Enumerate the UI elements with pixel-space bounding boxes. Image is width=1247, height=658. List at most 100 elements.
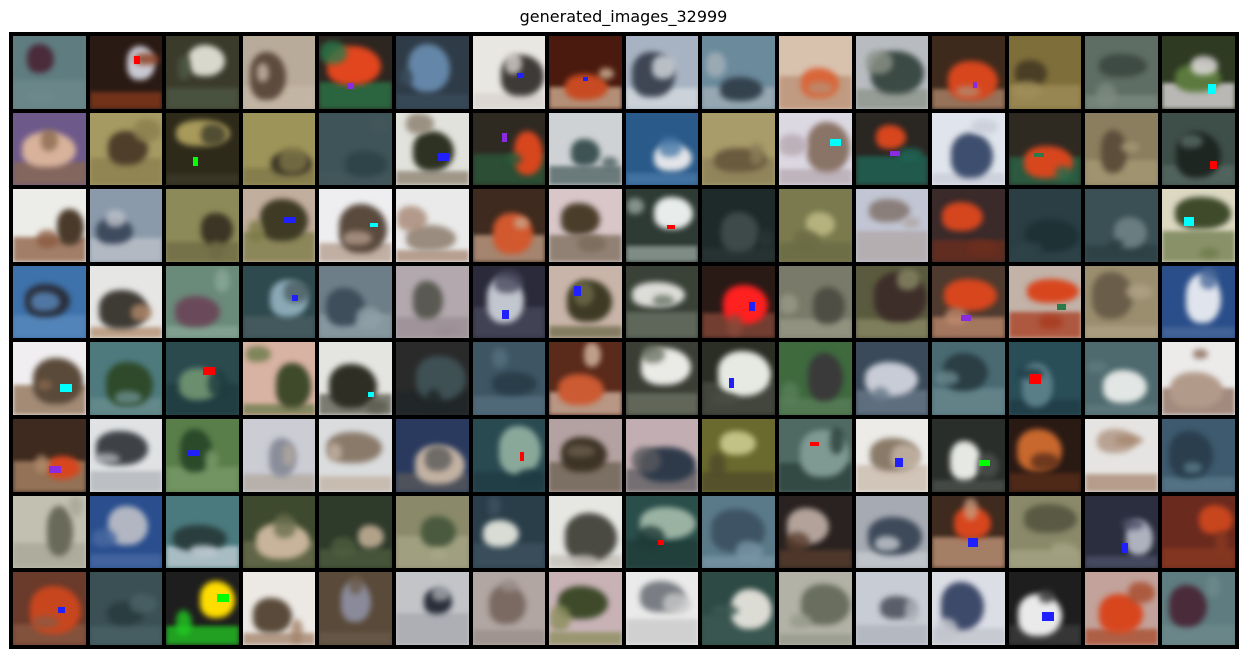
generated-image-tile — [319, 265, 392, 339]
tile-color-spot — [134, 56, 141, 65]
tile-blob-secondary — [658, 137, 682, 158]
tile-color-spot — [292, 294, 298, 302]
tile-blob — [653, 196, 693, 229]
generated-image-tile — [242, 342, 316, 415]
generated-image-tile — [472, 495, 546, 569]
tile-blob — [276, 362, 311, 409]
tile-blob-secondary — [642, 345, 665, 364]
tile-blob-secondary — [829, 428, 844, 454]
generated-image-tile — [625, 572, 699, 645]
tile-blob — [807, 353, 843, 401]
tile-blob — [719, 77, 763, 102]
tile-blob-secondary — [175, 610, 193, 637]
tile-color-spot — [889, 150, 901, 156]
tile-color-spot — [978, 459, 990, 466]
tile-blob-secondary — [105, 210, 126, 227]
generated-image-tile — [13, 342, 86, 415]
tile-blob-secondary — [205, 450, 218, 471]
generated-image-tile — [89, 112, 163, 186]
tile-blob — [564, 512, 618, 561]
tile-blob — [1103, 370, 1148, 404]
tile-band — [625, 619, 699, 645]
generated-image-tile — [13, 495, 86, 569]
generated-image-tile — [319, 572, 392, 645]
tile-color-spot — [502, 309, 509, 319]
generated-image-tile — [395, 342, 469, 415]
tile-band — [166, 241, 239, 262]
tile-blob — [719, 430, 756, 455]
tile-blob-secondary — [1179, 133, 1203, 148]
generated-image-tile — [778, 572, 852, 645]
tile-band — [1085, 628, 1158, 645]
tile-band — [855, 156, 929, 186]
tile-color-spot — [1183, 216, 1195, 226]
tile-blob-secondary — [328, 443, 343, 461]
tile-band — [1008, 550, 1082, 569]
tile-blob-secondary — [1200, 247, 1220, 258]
tile-band — [855, 89, 929, 109]
tile-color-spot — [187, 450, 199, 456]
tile-band — [242, 473, 316, 492]
generated-image-tile — [89, 572, 163, 645]
generated-image-tile — [702, 495, 775, 569]
tile-color-spot — [282, 217, 295, 223]
tile-color-spot — [809, 441, 820, 447]
tile-blob — [253, 597, 292, 634]
tile-blob-secondary — [1039, 314, 1063, 330]
tile-blob-secondary — [652, 55, 677, 79]
tile-band — [625, 392, 699, 415]
tile-blob — [420, 515, 457, 547]
generated-image-tile — [472, 36, 546, 109]
tile-blob-secondary — [178, 55, 191, 81]
tile-blob — [950, 440, 981, 480]
tile-blob — [1098, 53, 1148, 78]
tile-color-spot — [59, 383, 72, 393]
generated-image-tile — [166, 112, 239, 186]
tile-band — [1161, 548, 1235, 569]
generated-image-tile — [472, 189, 546, 262]
tile-blob — [357, 524, 385, 548]
tile-blob-secondary — [865, 49, 894, 75]
tile-blob-secondary — [210, 241, 225, 260]
tile-blob-secondary — [1200, 266, 1219, 290]
tile-color-spot — [960, 314, 972, 322]
generated-image-tile — [166, 495, 239, 569]
tile-blob-secondary — [424, 445, 453, 471]
tile-color-spot — [1034, 153, 1044, 158]
generated-image-tile — [395, 189, 469, 262]
tile-band — [395, 171, 469, 186]
tile-blob — [1026, 279, 1079, 303]
tile-band — [319, 632, 392, 645]
generated-image-tile — [319, 112, 392, 186]
generated-image-tile — [472, 418, 546, 492]
tile-band — [1008, 472, 1082, 492]
tile-color-spot — [1210, 160, 1218, 169]
tile-blob-secondary — [935, 370, 959, 385]
tile-band — [855, 230, 929, 262]
tile-blob — [942, 202, 983, 231]
tile-blob-secondary — [1215, 530, 1229, 553]
tile-blob-secondary — [245, 345, 271, 362]
generated-image-tile — [625, 265, 699, 339]
tile-color-spot — [202, 366, 215, 376]
generated-image-tile — [242, 265, 316, 339]
tile-blob — [492, 371, 537, 395]
generated-image-tile — [319, 342, 392, 415]
tile-blob-secondary — [518, 468, 541, 484]
tile-color-spot — [894, 457, 903, 468]
generated-image-tile — [932, 36, 1005, 109]
tile-band — [166, 325, 239, 339]
generated-image-tile — [549, 418, 622, 492]
tile-blob-secondary — [1096, 82, 1118, 108]
tile-blob-secondary — [977, 453, 1000, 479]
generated-image-tile — [932, 418, 1005, 492]
tile-blob — [1169, 585, 1207, 627]
tile-band — [472, 92, 546, 109]
tile-blob-secondary — [570, 554, 598, 568]
generated-image-tile — [549, 36, 622, 109]
generated-image-tile — [166, 572, 239, 645]
tile-band — [1161, 326, 1235, 339]
tile-blob-secondary — [68, 496, 83, 516]
tile-blob — [338, 204, 387, 253]
tile-color-spot — [438, 152, 449, 161]
